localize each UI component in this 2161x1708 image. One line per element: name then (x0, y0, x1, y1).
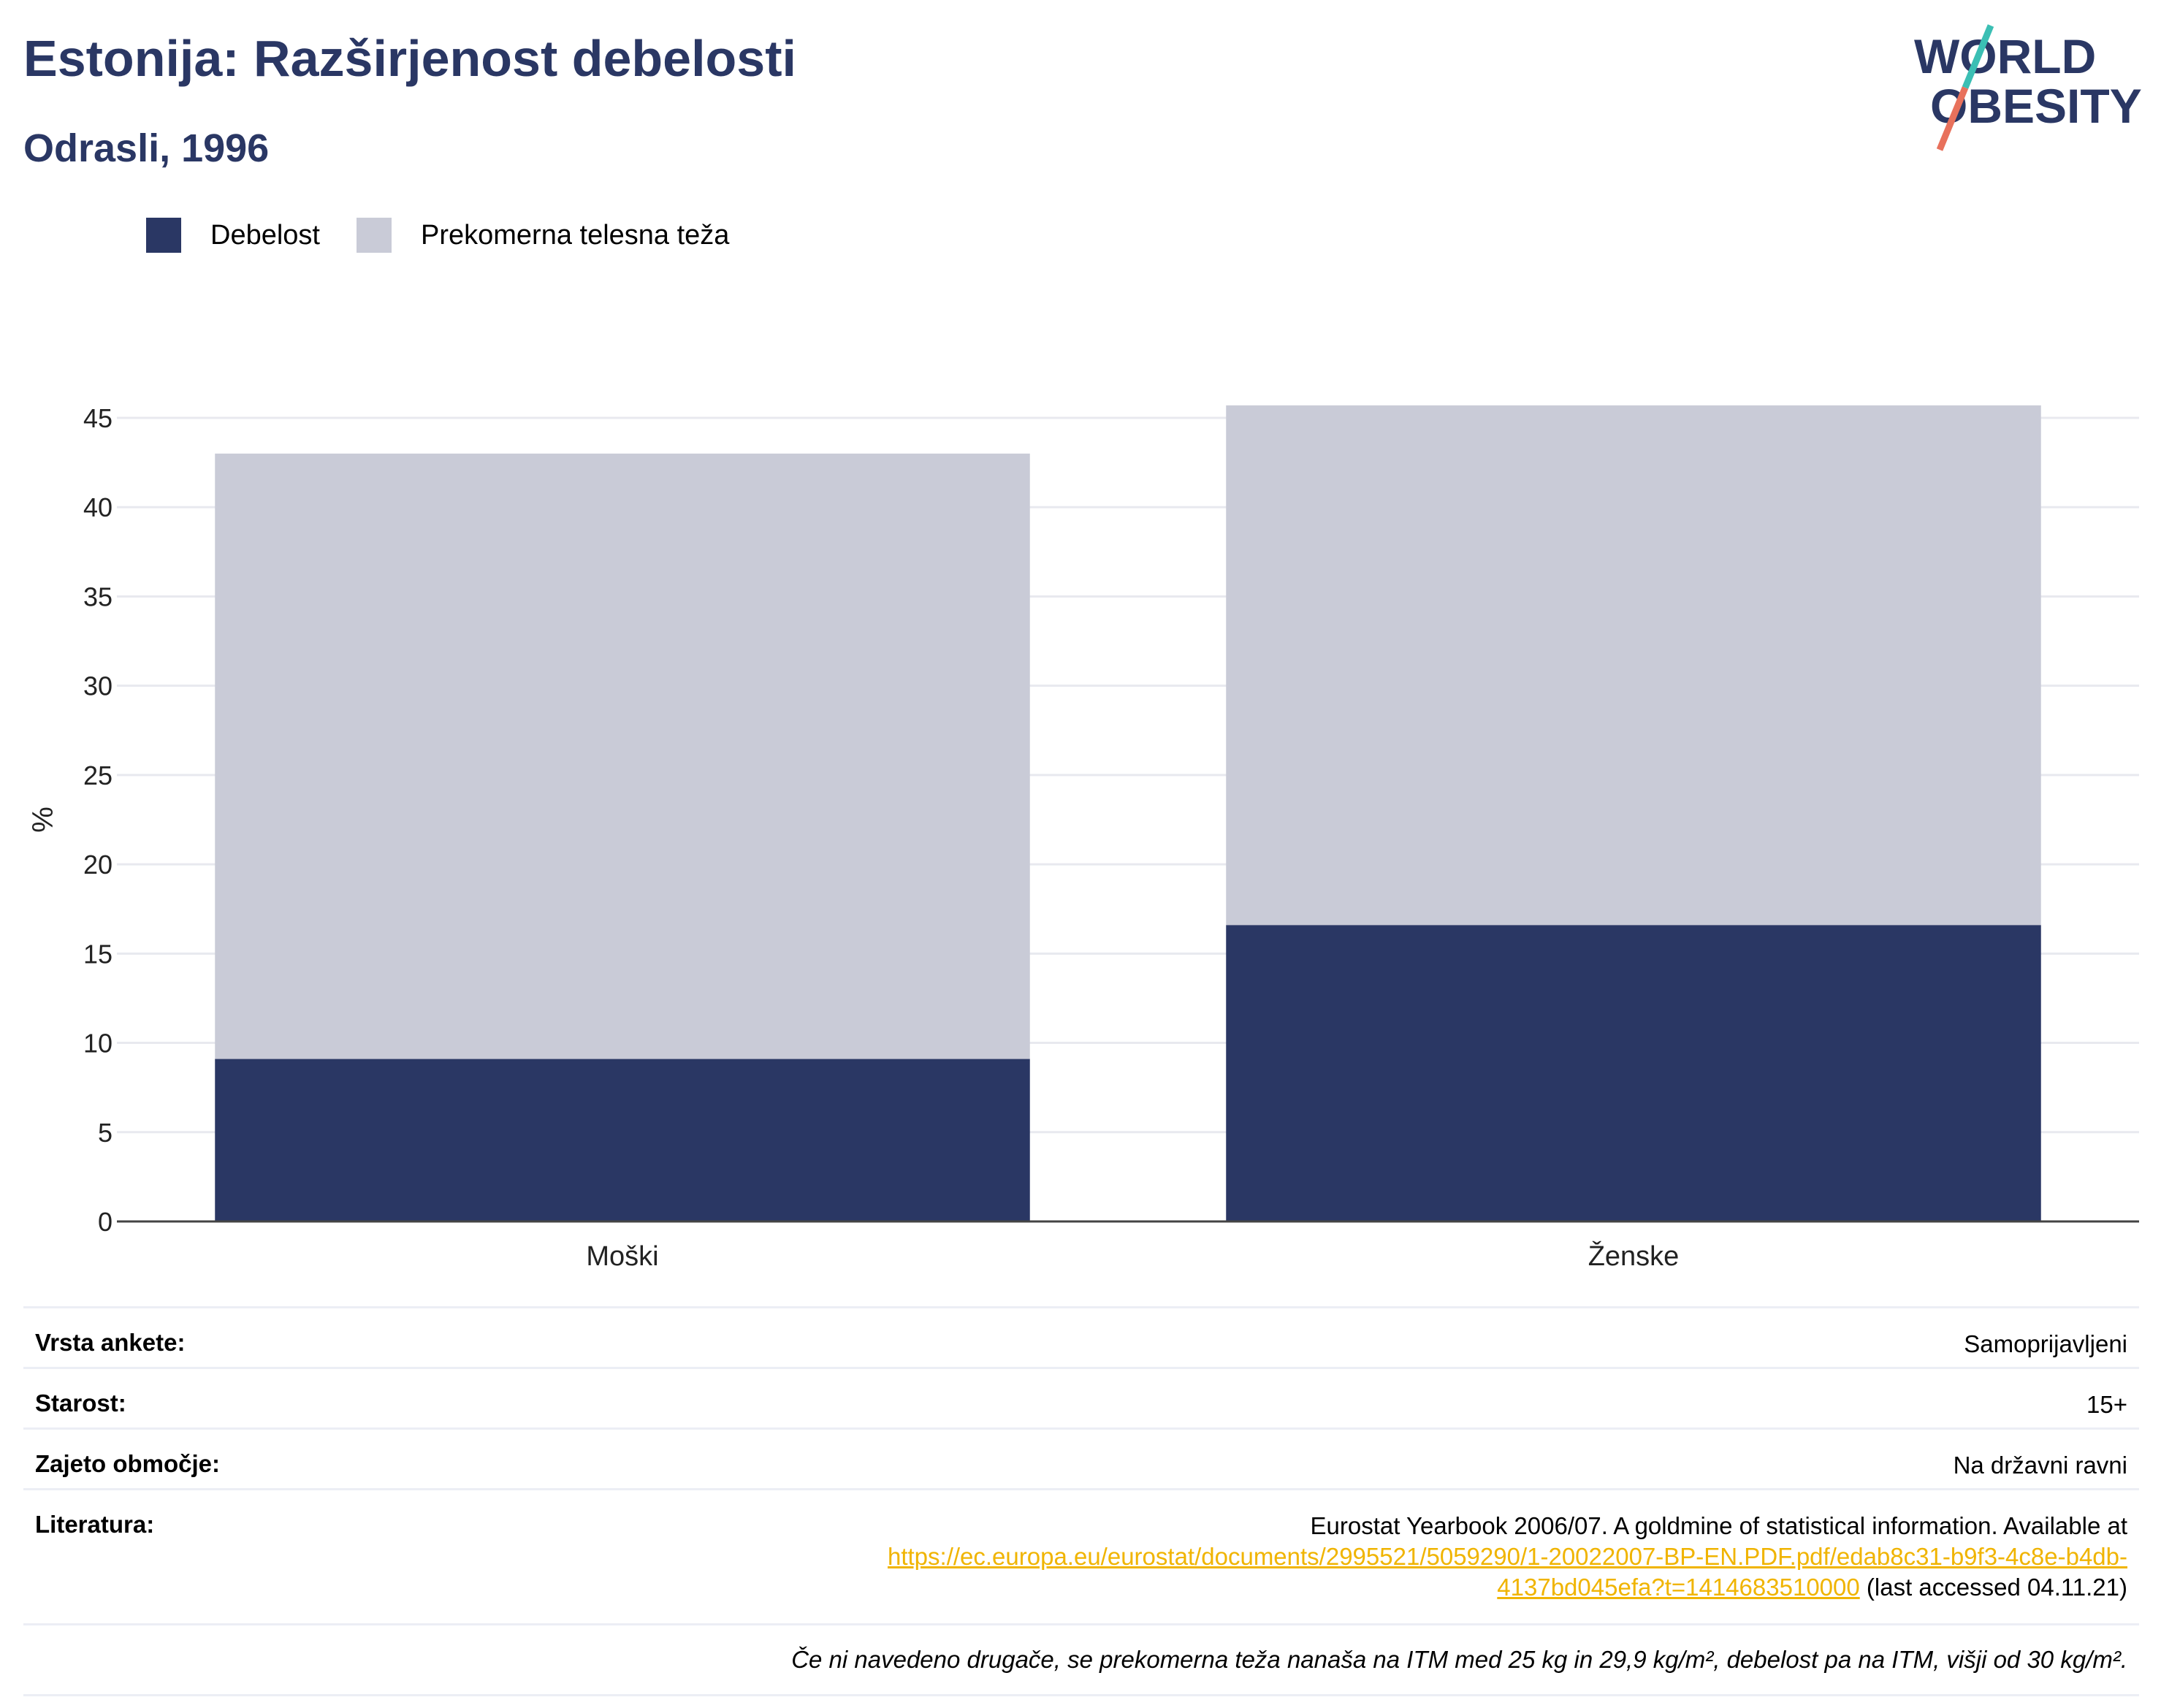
axes: 0 5 10 15 20 25 30 35 40 45 Moški Ženske% (27, 403, 2139, 1272)
bar-obesity-1 (1226, 925, 2041, 1221)
bar-obesity-0 (215, 1059, 1030, 1221)
literature-link-line2[interactable]: 4137bd045efa?t=1414683510000 (1497, 1574, 1860, 1601)
x-tick-label: Moški (586, 1241, 658, 1272)
y-tick-label: 15 (83, 939, 113, 969)
y-tick-label: 0 (98, 1207, 113, 1237)
y-tick-label: 35 (83, 582, 113, 611)
legend-label-obesity: Debelost (210, 219, 320, 251)
info-row-coverage: Zajeto območje: Na državni ravni (23, 1427, 2139, 1488)
survey-type-value: Samoprijavljeni (1964, 1330, 2127, 1357)
literature-accessed: (last accessed 04.11.21) (1866, 1574, 2127, 1601)
info-table: Vrsta ankete: Samoprijavljeni Starost: 1… (23, 1306, 2139, 1696)
literature-label: Literatura: (35, 1511, 155, 1538)
literature-value: Eurostat Yearbook 2006/07. A goldmine of… (739, 1511, 2127, 1603)
legend: Debelost Prekomerna telesna teža (146, 218, 766, 253)
bars (215, 405, 2041, 1221)
y-tick-label: 40 (83, 492, 113, 522)
info-row-age: Starost: 15+ (23, 1367, 2139, 1427)
coverage-label: Zajeto območje: (35, 1450, 221, 1477)
chart-title: Estonija: Razširjenost debelosti (23, 30, 796, 87)
definition-note: Če ni navedeno drugače, se prekomerna te… (23, 1623, 2139, 1696)
x-tick-label: Ženske (1588, 1240, 1680, 1272)
info-row-survey-type: Vrsta ankete: Samoprijavljeni (23, 1306, 2139, 1367)
legend-swatch-overweight (356, 218, 392, 253)
legend-swatch-obesity (146, 218, 181, 253)
legend-item-overweight[interactable]: Prekomerna telesna teža (356, 218, 730, 253)
y-tick-label: 25 (83, 760, 113, 790)
coverage-value: Na državni ravni (1953, 1452, 2127, 1479)
logo-word-1: WORLD (1914, 29, 2096, 83)
literature-text: Eurostat Yearbook 2006/07. A goldmine of… (1310, 1512, 2127, 1539)
legend-item-obesity[interactable]: Debelost (146, 218, 320, 253)
bar-overweight-0 (215, 453, 1030, 1059)
stacked-bar-chart: 0 5 10 15 20 25 30 35 40 45 Moški Ženske% (27, 403, 2139, 1272)
age-value: 15+ (2086, 1391, 2127, 1418)
y-tick-label: 45 (83, 403, 113, 433)
info-row-literature: Literatura: Eurostat Yearbook 2006/07. A… (23, 1488, 2139, 1623)
bar-overweight-1 (1226, 405, 2041, 926)
chart-subtitle: Odrasli, 1996 (23, 126, 270, 170)
y-tick-label: 30 (83, 671, 113, 701)
survey-type-label: Vrsta ankete: (35, 1329, 186, 1356)
y-tick-label: 10 (83, 1029, 113, 1059)
logo-slash-teal (1962, 24, 1994, 89)
world-obesity-logo: WORLD OBESITY (1914, 24, 2142, 151)
age-label: Starost: (35, 1389, 126, 1417)
legend-label-overweight: Prekomerna telesna teža (420, 219, 730, 251)
logo-slash-coral (1936, 86, 1969, 151)
y-tick-label: 20 (83, 850, 113, 880)
y-axis-label: % (27, 807, 59, 833)
literature-link-line1[interactable]: https://ec.europa.eu/eurostat/documents/… (887, 1543, 2127, 1570)
y-tick-label: 5 (98, 1118, 113, 1148)
